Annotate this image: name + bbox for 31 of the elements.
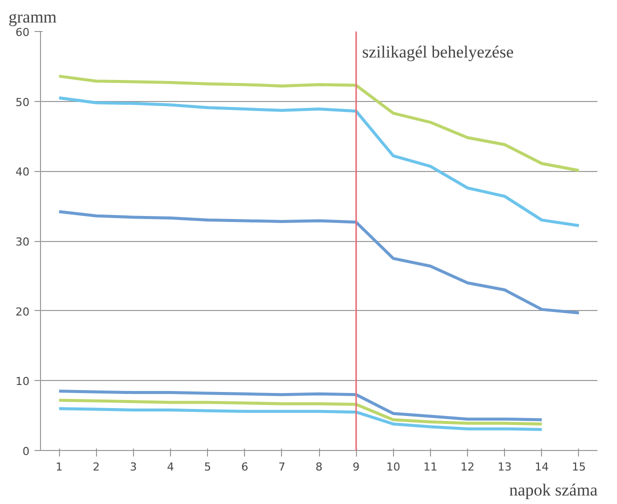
y-tick-label: 50: [16, 96, 30, 109]
x-tick-label: 1: [56, 460, 63, 474]
x-tick-label: 5: [204, 460, 212, 474]
x-tick-label: 13: [498, 460, 512, 474]
x-tick-label: 3: [130, 460, 137, 474]
y-tick-label: 20: [16, 305, 30, 318]
x-axis-title: napok száma: [509, 480, 598, 500]
x-tick-label: 9: [352, 460, 360, 474]
ref-line-label: szilikagél behelyezése: [362, 42, 514, 62]
x-tick-label: 15: [572, 460, 586, 474]
x-tick-label: 10: [386, 460, 400, 474]
line-series: [58, 407, 544, 432]
y-axis-title: gramm: [8, 8, 57, 26]
line-series: [58, 74, 580, 172]
line-series: [58, 96, 580, 228]
y-tick-label: 0: [22, 445, 30, 458]
x-tick-label: 6: [241, 460, 248, 474]
line-series: [58, 398, 544, 426]
x-tick-label: 12: [460, 460, 475, 474]
y-tick-label: 30: [16, 236, 30, 248]
y-tick-label: 60: [16, 26, 30, 39]
x-tick-label: 2: [92, 460, 100, 474]
line-series: [58, 390, 544, 422]
x-tick-label: 8: [316, 460, 322, 474]
y-tick-label: 10: [16, 375, 30, 388]
x-tick-label: 11: [423, 460, 438, 474]
x-tick-label: 4: [166, 460, 174, 474]
y-tick-label: 40: [16, 166, 30, 179]
line-series: [58, 210, 580, 314]
x-tick-label: 14: [534, 460, 549, 474]
x-tick-label: 7: [278, 460, 286, 474]
